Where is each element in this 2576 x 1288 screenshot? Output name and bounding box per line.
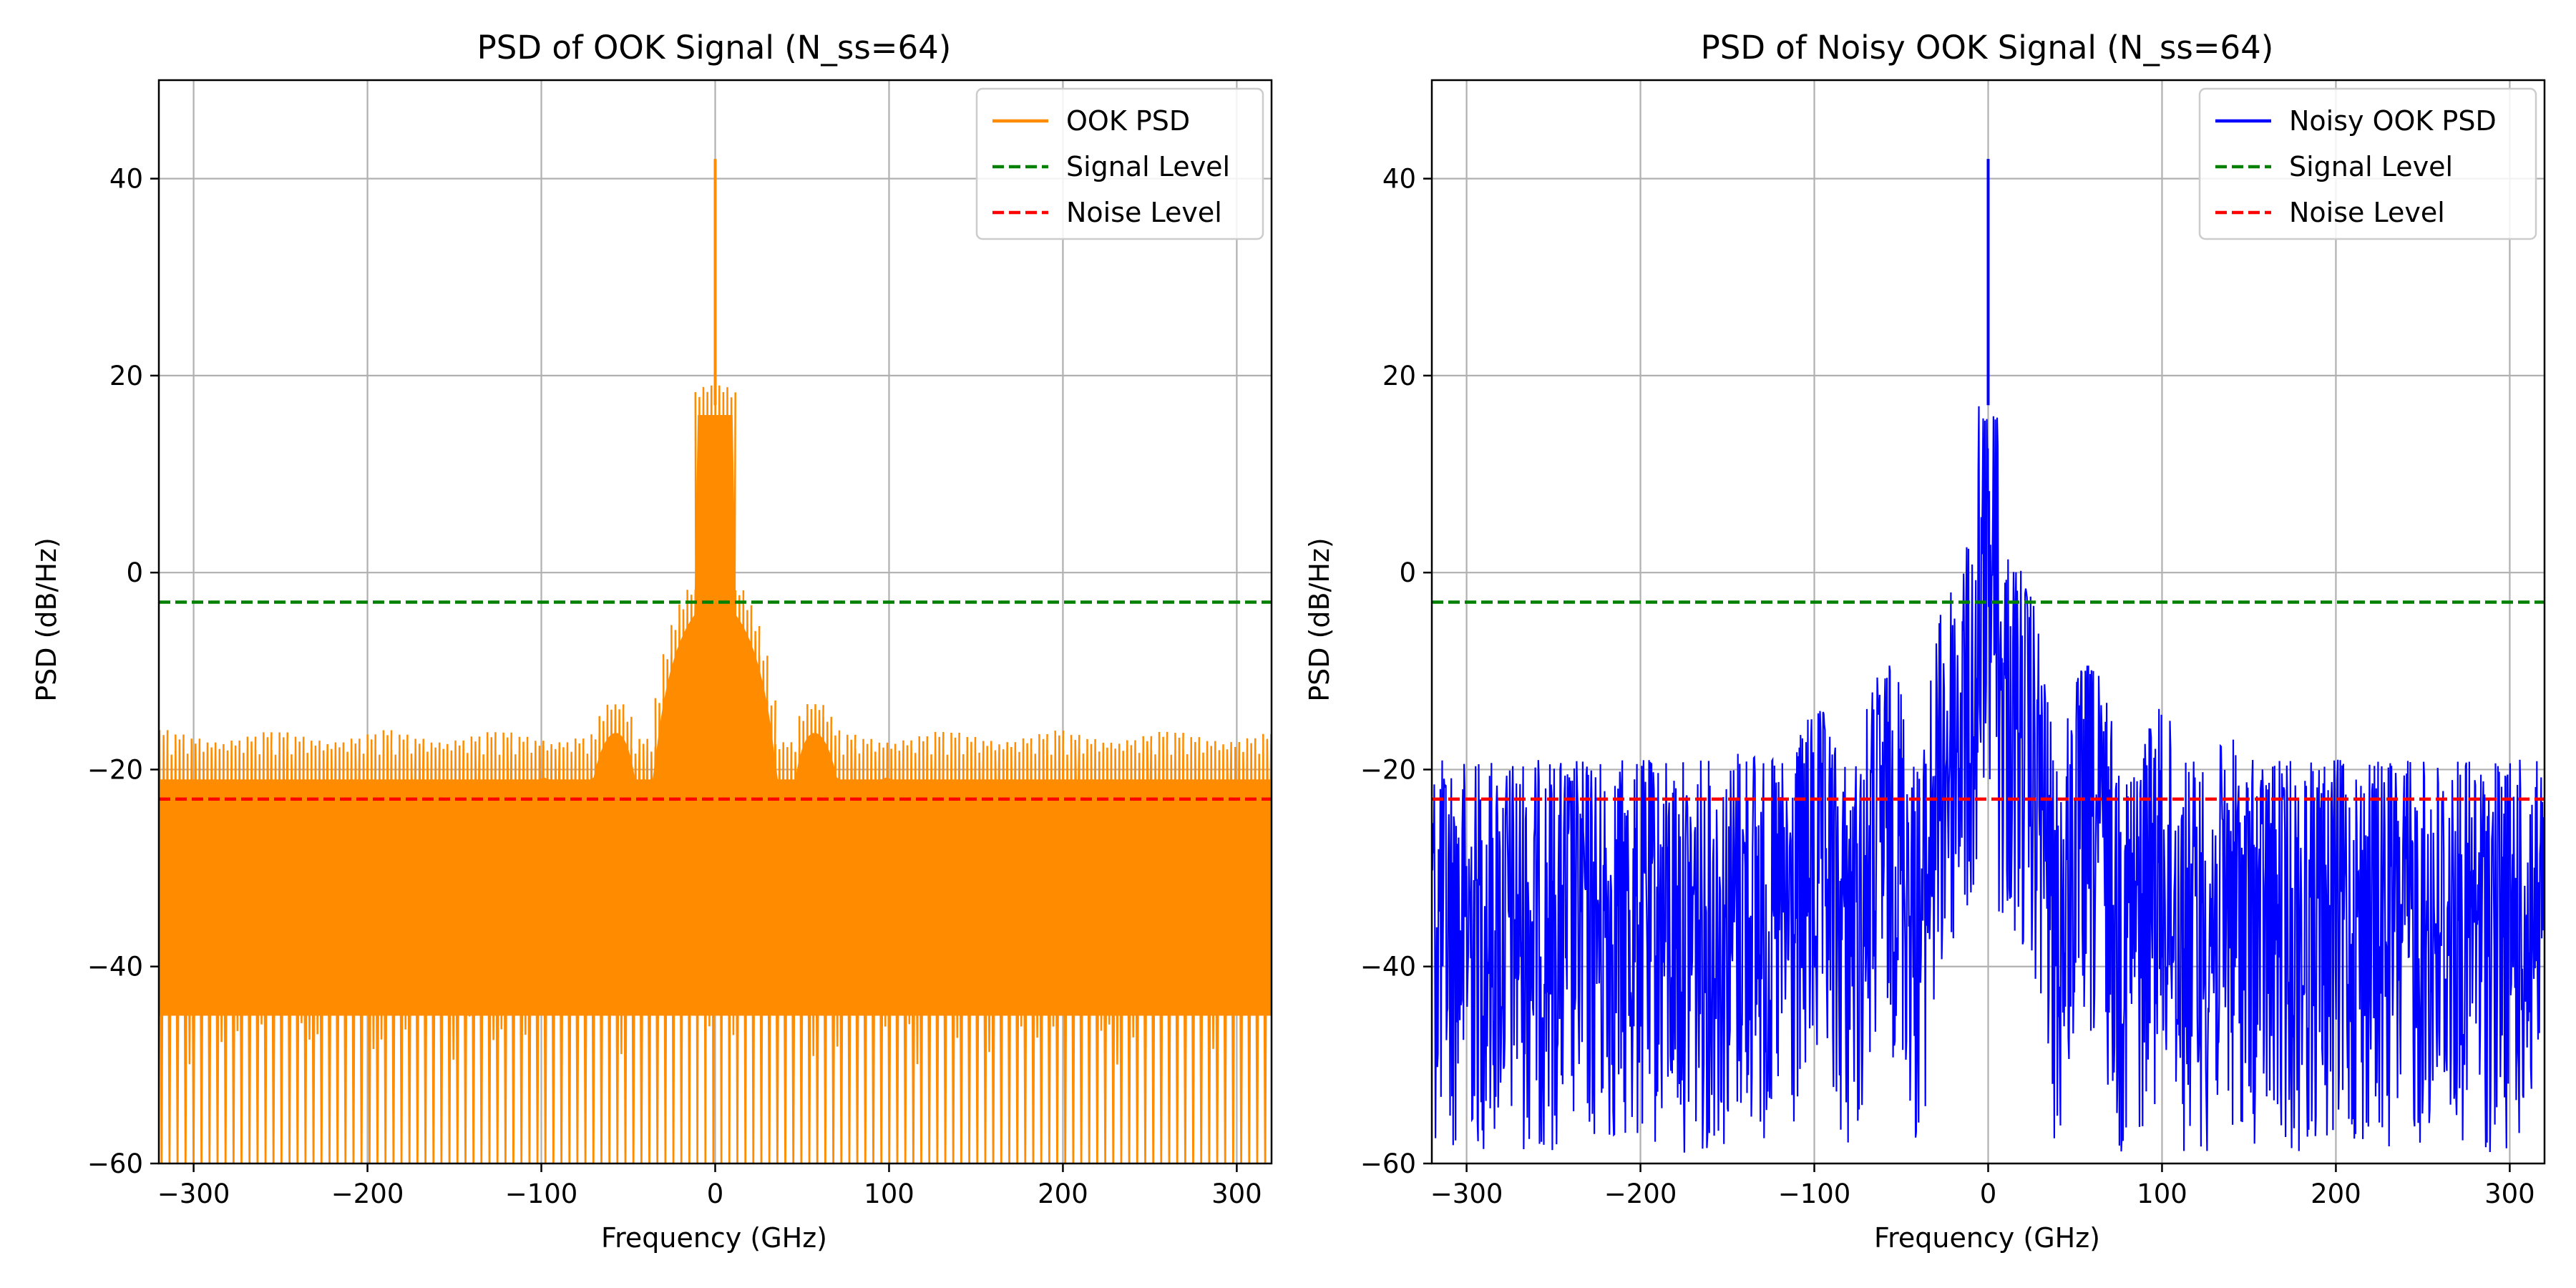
x-tick-label: −100 (505, 1179, 578, 1209)
legend: Noisy OOK PSD Signal Level Noise Level (2198, 87, 2537, 240)
x-tick-label: −100 (1778, 1179, 1851, 1209)
x-tick-label: 100 (864, 1179, 914, 1209)
legend-entry: OOK PSD (1066, 105, 1190, 137)
y-tick-label: −20 (87, 754, 143, 785)
chart-title: PSD of Noisy OOK Signal (N_ss=64) (1701, 29, 2274, 67)
x-tick-label: 100 (2137, 1179, 2187, 1209)
x-tick-label: −200 (1604, 1179, 1677, 1209)
y-tick-label: 20 (1382, 361, 1416, 391)
y-tick-label: −60 (1360, 1148, 1416, 1179)
y-tick-label: 0 (1399, 557, 1416, 588)
plot-area (159, 159, 1272, 1163)
legend-box (975, 87, 1264, 240)
y-axis-label: PSD (dB/Hz) (1304, 537, 1335, 702)
y-tick-label: −20 (1360, 754, 1416, 785)
series-line-noisy-ook-psd (1432, 406, 2545, 1153)
chart-noisy-ook-psd: PSD of Noisy OOK Signal (N_ss=64) Freque… (1304, 29, 2546, 1254)
y-tick-label: −60 (87, 1148, 143, 1179)
y-axis-label: PSD (dB/Hz) (31, 537, 62, 702)
y-tick-label: 20 (109, 361, 143, 391)
x-tick-label: −300 (1430, 1179, 1503, 1209)
legend-entry: Noisy OOK PSD (2289, 105, 2497, 137)
chart-title: PSD of OOK Signal (N_ss=64) (477, 29, 952, 67)
x-axis-label: Frequency (GHz) (1874, 1222, 2100, 1254)
plot-area (1432, 159, 2545, 1153)
legend-box (2198, 87, 2537, 240)
y-tick-label: 40 (109, 164, 143, 195)
legend-entry: Signal Level (2289, 151, 2453, 182)
x-tick-label: 0 (707, 1179, 724, 1209)
x-tick-label: 0 (1980, 1179, 1997, 1209)
series-line-ook-psd (159, 385, 1272, 1163)
y-tick-label: 0 (126, 557, 143, 588)
x-tick-label: −200 (331, 1179, 404, 1209)
legend-entry: Noise Level (2289, 197, 2445, 228)
legend: OOK PSD Signal Level Noise Level (975, 87, 1264, 240)
x-tick-label: −300 (157, 1179, 230, 1209)
chart-ook-psd: PSD of OOK Signal (N_ss=64) Frequency (G… (31, 29, 1273, 1254)
x-tick-label: 300 (2484, 1179, 2535, 1209)
y-tick-label: −40 (87, 952, 143, 982)
x-tick-label: 300 (1211, 1179, 1262, 1209)
x-axis-label: Frequency (GHz) (601, 1222, 827, 1254)
legend-entry: Signal Level (1066, 151, 1230, 182)
y-tick-label: 40 (1382, 164, 1416, 195)
legend-entry: Noise Level (1066, 197, 1222, 228)
x-tick-label: 200 (2311, 1179, 2361, 1209)
y-tick-label: −40 (1360, 952, 1416, 982)
x-tick-label: 200 (1038, 1179, 1088, 1209)
